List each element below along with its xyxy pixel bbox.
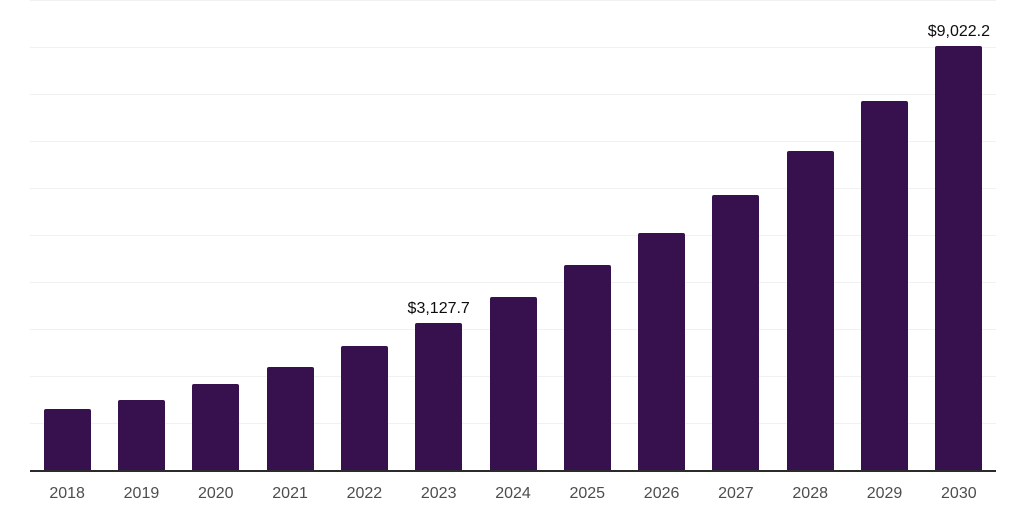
gridline xyxy=(30,141,996,142)
x-tick-label-2027: 2027 xyxy=(718,485,754,502)
x-tick-label-2018: 2018 xyxy=(49,485,85,502)
x-tick-label-2024: 2024 xyxy=(495,485,531,502)
bar-2027 xyxy=(712,195,760,470)
x-tick-label-2030: 2030 xyxy=(941,485,977,502)
bar-2019 xyxy=(117,399,165,470)
bar-2018 xyxy=(43,408,91,470)
bar-2026 xyxy=(638,233,686,470)
gridline xyxy=(30,188,996,189)
gridline xyxy=(30,235,996,236)
x-tick-label-2026: 2026 xyxy=(643,485,680,502)
bar-2025 xyxy=(563,265,611,470)
data-label-2023: $3,127.7 xyxy=(407,300,470,317)
bar-2023 xyxy=(415,323,463,470)
plot-area: $3,127.7 $9,022.2 xyxy=(30,0,996,472)
x-tick-label-2022: 2022 xyxy=(346,485,383,502)
bar-2028 xyxy=(786,150,834,470)
bar-2030 xyxy=(935,45,983,470)
bar-2020 xyxy=(192,384,240,470)
bar-2029 xyxy=(861,101,909,470)
bar-2021 xyxy=(266,367,314,470)
x-tick-label-2020: 2020 xyxy=(197,485,234,502)
x-tick-label-2019: 2019 xyxy=(123,485,160,502)
gridline xyxy=(30,0,996,1)
x-tick-label-2023: 2023 xyxy=(420,485,457,502)
x-axis-labels: 2018 2019 2020 2021 2022 2023 2024 2025 2026 2027… xyxy=(30,472,996,508)
x-tick-label-2029: 2029 xyxy=(866,485,903,502)
gridline xyxy=(30,94,996,95)
x-tick-label-2025: 2025 xyxy=(569,485,606,502)
x-tick-label-2021: 2021 xyxy=(272,485,308,502)
gridline xyxy=(30,282,996,283)
x-tick-label-2028: 2028 xyxy=(792,485,828,502)
data-label-2030: $9,022.2 xyxy=(927,22,990,40)
bar-2022 xyxy=(340,345,388,470)
bar-2024 xyxy=(489,297,537,470)
gridline xyxy=(30,47,996,48)
